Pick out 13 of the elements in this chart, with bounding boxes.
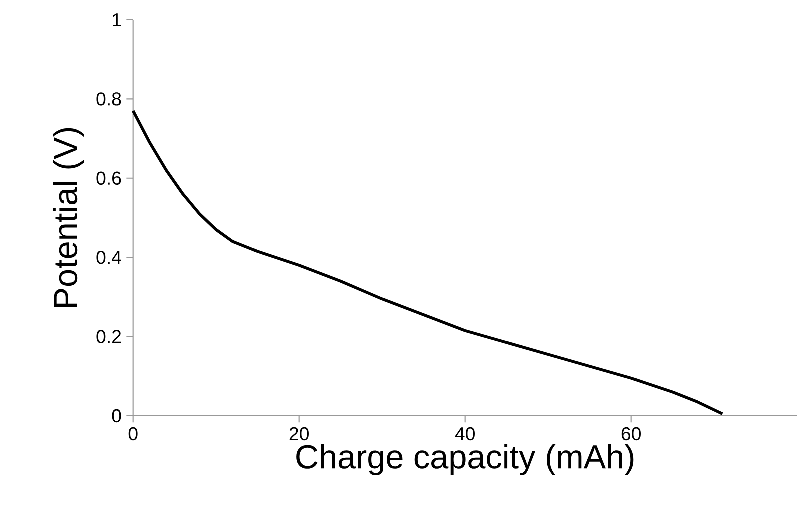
x-tick-label: 20 [290, 427, 309, 441]
x-tick-label: 40 [455, 427, 475, 441]
line-series [132, 110, 724, 416]
y-tick-label: 0 [112, 409, 122, 423]
y-tick-label: 0.6 [96, 172, 122, 186]
x-tick-label: 0 [128, 427, 138, 441]
y-tick-label: 0.2 [96, 330, 122, 344]
y-tick-label: 1 [112, 14, 122, 26]
y-tick-label: 0.8 [96, 92, 122, 106]
y-tick-label: 0.4 [96, 250, 122, 264]
x-axis-title: Charge capacity (mAh) [296, 444, 634, 476]
y-axis-title: Potential (V) [53, 128, 84, 307]
x-tick-label: 60 [622, 427, 641, 441]
